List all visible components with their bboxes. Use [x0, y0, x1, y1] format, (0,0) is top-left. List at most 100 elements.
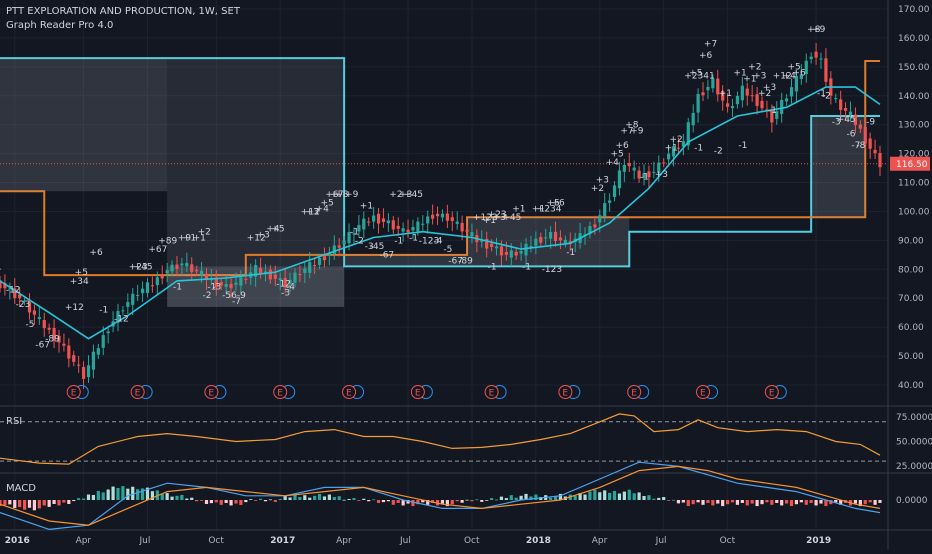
count-annotation: +1 [483, 216, 496, 226]
earnings-label: E [631, 389, 637, 399]
earnings-label: E [135, 389, 141, 399]
macd-histogram-bar [632, 493, 636, 500]
count-annotation: -1 [350, 228, 359, 238]
price-axis-label: 110.00 [898, 179, 930, 189]
candle-body [706, 86, 710, 91]
candle-body [3, 283, 7, 289]
macd-histogram-bar [13, 500, 17, 508]
earnings-label: E [700, 389, 706, 399]
macd-histogram-bar [106, 489, 110, 500]
candle-body [691, 112, 695, 126]
count-annotation: -1 [566, 248, 575, 258]
candle-body [357, 225, 361, 232]
count-annotation: +5 [271, 225, 284, 235]
count-annotation: +7 [704, 40, 717, 50]
count-annotation: +3 [306, 207, 319, 217]
macd-histogram-bar [288, 497, 292, 500]
count-annotation: 1 [0, 262, 2, 272]
count-annotation: +3 [655, 170, 668, 180]
macd-histogram-bar [470, 500, 474, 502]
macd-histogram-bar [131, 486, 135, 500]
macd-axis-label: 0.0000 [896, 496, 928, 506]
count-annotation: +9 [812, 25, 826, 35]
macd-histogram-bar [170, 496, 174, 500]
candle-body [317, 257, 322, 265]
macd-histogram-bar [480, 500, 484, 502]
count-annotation: -1 [394, 236, 403, 246]
count-annotation: -1 [488, 262, 497, 272]
count-annotation: -45 [370, 242, 385, 252]
count-annotation: +12 [65, 303, 84, 313]
macd-histogram-bar [662, 497, 666, 500]
symbol-title: PTT EXPLORATION AND PRODUCTION, 1W, SET [6, 6, 240, 17]
count-annotation: -12 [276, 280, 291, 290]
candle-body [155, 277, 159, 286]
earnings-label: E [208, 389, 214, 399]
count-annotation: -12 [6, 285, 21, 295]
price-axis-label: 100.00 [898, 207, 930, 217]
candle-body [254, 264, 258, 277]
macd-histogram-bar [789, 500, 794, 507]
price-axis-label: 150.00 [898, 63, 930, 73]
candle-body [244, 278, 248, 280]
count-annotation: +2 [591, 184, 604, 194]
count-annotation: +1 [532, 204, 545, 214]
macd-histogram-bar [81, 498, 86, 500]
macd-histogram-bar [77, 498, 81, 500]
candle-body [67, 345, 71, 359]
candle-body [352, 233, 356, 235]
time-axis-label: Oct [720, 536, 736, 546]
macd-histogram-bar [195, 500, 199, 502]
price-axis-label: 50.00 [898, 352, 924, 362]
macd-histogram-bar [839, 500, 843, 505]
candle-body [431, 214, 435, 219]
macd-histogram-bar [101, 492, 105, 500]
macd-histogram-bar [465, 499, 469, 501]
macd-histogram-bar [313, 495, 317, 500]
candle-body [406, 229, 410, 233]
last-price-badge [890, 156, 930, 171]
macd-histogram-bar [858, 500, 862, 507]
macd-histogram-bar [799, 500, 803, 503]
macd-histogram-bar [671, 499, 676, 501]
candle-body [435, 213, 440, 217]
macd-histogram-bar [234, 500, 238, 504]
count-annotation: +45 [837, 115, 856, 125]
count-annotation: +12 [773, 71, 792, 81]
macd-histogram-bar [401, 500, 405, 506]
macd-histogram-bar [642, 496, 646, 500]
candle-body [190, 264, 194, 272]
macd-histogram-bar [91, 494, 96, 500]
candle-body [160, 275, 164, 279]
macd-histogram-bar [332, 497, 336, 500]
macd-histogram-bar [853, 500, 858, 504]
macd-histogram-bar [367, 500, 371, 502]
candle-body [809, 56, 813, 60]
macd-histogram-bar [701, 500, 705, 505]
candle-body [426, 216, 430, 224]
count-annotation: -4 [286, 283, 295, 293]
macd-histogram-bar [219, 500, 223, 505]
count-annotation: +6 [699, 51, 713, 61]
candle-body [116, 311, 120, 323]
macd-histogram-bar [593, 489, 597, 500]
count-annotation: -123 [419, 236, 439, 246]
count-annotation: -67 [448, 257, 463, 267]
candle-body [283, 278, 287, 288]
count-annotation: -4 [434, 236, 443, 246]
candle-body [273, 274, 277, 279]
macd-histogram-bar [145, 487, 150, 500]
candle-body [701, 92, 705, 96]
candle-body [204, 273, 209, 280]
candle-body [509, 250, 513, 258]
macd-histogram-bar [254, 500, 258, 501]
count-annotation: -1 [99, 306, 108, 316]
candle-body [416, 221, 420, 232]
macd-histogram-bar [549, 497, 553, 500]
candle-body [180, 263, 184, 266]
macd-histogram-bar [224, 500, 228, 503]
macd-histogram-bar [42, 500, 46, 506]
macd-histogram-bar [396, 500, 400, 503]
count-annotation: -8 [856, 141, 865, 151]
candle-body [863, 127, 867, 144]
